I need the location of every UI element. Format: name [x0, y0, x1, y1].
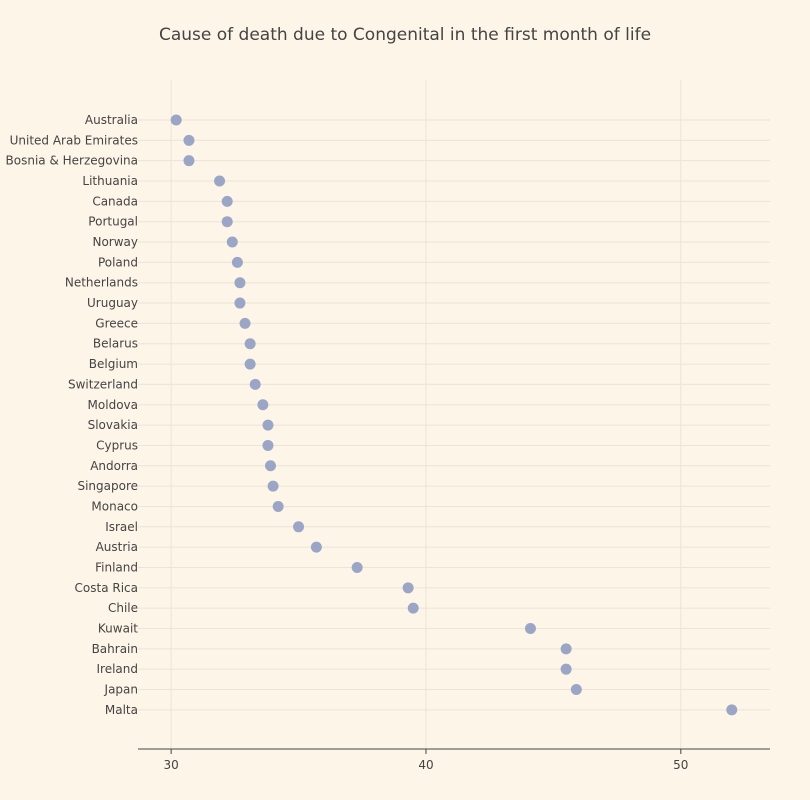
data-point-japan[interactable]	[570, 684, 582, 696]
data-point-bahrain[interactable]	[560, 643, 572, 655]
x-tick-label-30: 30	[163, 758, 178, 772]
category-label-andorra: Andorra	[90, 459, 138, 473]
data-point-portugal[interactable]	[221, 216, 233, 228]
category-label-norway: Norway	[92, 235, 138, 249]
data-point-greece[interactable]	[239, 317, 251, 329]
category-label-ireland: Ireland	[96, 662, 138, 676]
category-label-singapore: Singapore	[77, 479, 138, 493]
data-point-canada[interactable]	[221, 195, 233, 207]
data-point-belgium[interactable]	[244, 358, 256, 370]
data-point-singapore[interactable]	[267, 480, 279, 492]
vertical-gridlines	[170, 80, 682, 749]
data-point-chile[interactable]	[407, 602, 419, 614]
category-label-belgium: Belgium	[89, 357, 138, 371]
category-label-monaco: Monaco	[91, 499, 138, 513]
category-label-netherlands: Netherlands	[65, 276, 138, 290]
category-label-portugal: Portugal	[88, 215, 138, 229]
data-point-kuwait[interactable]	[524, 623, 536, 634]
data-point-cyprus[interactable]	[262, 439, 274, 451]
category-label-slovakia: Slovakia	[88, 418, 138, 432]
data-point-malta[interactable]	[726, 704, 738, 716]
category-labels: Australia United Arab Emirates Bosnia & He…	[6, 113, 139, 717]
data-point-ireland[interactable]	[560, 663, 572, 675]
category-label-moldova: Moldova	[88, 398, 138, 412]
category-label-lithuania: Lithuania	[82, 174, 138, 188]
category-label-bahrain: Bahrain	[92, 642, 138, 656]
category-label-israel: Israel	[105, 520, 138, 534]
category-label-malta: Malta	[105, 703, 138, 717]
category-label-cyprus: Cyprus	[96, 438, 138, 452]
data-point-slovakia[interactable]	[262, 419, 274, 431]
x-axis-ticks: 30 40 50	[163, 749, 688, 772]
data-point-australia[interactable]	[170, 114, 182, 126]
category-label-costa-rica: Costa Rica	[75, 581, 138, 595]
category-label-australia: Australia	[85, 113, 138, 127]
x-tick-label-50: 50	[673, 758, 688, 772]
category-label-switzerland: Switzerland	[68, 377, 138, 391]
category-label-uruguay: Uruguay	[87, 296, 138, 310]
data-point-israel[interactable]	[293, 521, 305, 533]
data-points	[170, 114, 738, 716]
data-point-switzerland[interactable]	[249, 378, 261, 390]
category-label-united-arab-emirates: United Arab Emirates	[10, 133, 138, 147]
data-point-poland[interactable]	[231, 256, 243, 268]
horizontal-gridlines	[138, 119, 770, 711]
data-point-belarus[interactable]	[244, 338, 256, 350]
data-point-monaco[interactable]	[272, 500, 284, 512]
data-point-andorra[interactable]	[265, 460, 277, 472]
data-point-uruguay[interactable]	[234, 297, 246, 309]
chart-title: Cause of death due to Congenital in the …	[159, 25, 651, 45]
category-label-belarus: Belarus	[93, 337, 138, 351]
data-point-united-arab-emirates[interactable]	[183, 134, 195, 146]
category-label-japan: Japan	[104, 683, 138, 697]
data-point-bosnia-herzegovina[interactable]	[183, 155, 195, 167]
category-label-poland: Poland	[98, 255, 138, 269]
category-label-kuwait: Kuwait	[98, 622, 138, 636]
category-label-bosnia-herzegovina: Bosnia & Herzegovina	[6, 154, 138, 168]
data-point-austria[interactable]	[310, 541, 322, 553]
category-label-austria: Austria	[96, 540, 138, 554]
category-label-chile: Chile	[108, 601, 138, 615]
data-point-lithuania[interactable]	[214, 175, 226, 187]
data-point-netherlands[interactable]	[234, 277, 246, 289]
category-label-canada: Canada	[92, 194, 138, 208]
category-label-greece: Greece	[95, 316, 138, 330]
data-point-moldova[interactable]	[257, 399, 269, 411]
data-point-costa-rica[interactable]	[402, 582, 414, 594]
data-point-finland[interactable]	[351, 561, 363, 573]
x-tick-label-40: 40	[418, 758, 433, 772]
category-label-finland: Finland	[95, 560, 138, 574]
data-point-norway[interactable]	[226, 236, 238, 248]
